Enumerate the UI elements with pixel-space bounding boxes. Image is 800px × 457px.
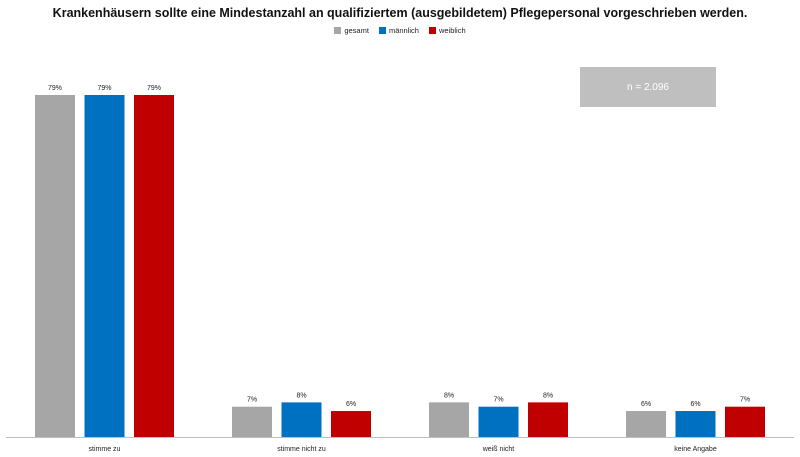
value-label-gesamt-stimme-nicht-zu: 7% [247, 397, 257, 404]
bar-weiblich-keine-angabe [725, 406, 765, 437]
bar-maennlich-stimme-nicht-zu [281, 402, 322, 437]
category-label-stimme-zu: stimme zu [89, 446, 121, 453]
bar-weiblich-stimme-zu [134, 95, 174, 437]
bar-maennlich-keine-angabe [675, 411, 716, 437]
value-label-maennlich-stimme-zu: 79% [97, 85, 111, 92]
value-label-weiblich-stimme-nicht-zu: 6% [346, 401, 356, 408]
legend: gesamt männlich weiblich [0, 26, 800, 35]
legend-label-maennlich: männlich [388, 26, 419, 35]
legend-item-maennlich: männlich [378, 26, 419, 35]
legend-label-gesamt: gesamt [344, 26, 369, 35]
chart-title: Krankenhäusern sollte eine Mindestanzahl… [52, 6, 748, 20]
category-label-stimme-nicht-zu: stimme nicht zu [277, 446, 326, 453]
bars-group [35, 95, 765, 437]
bar-maennlich-stimme-zu [84, 95, 125, 437]
sample-size-label: n = 2.096 [627, 81, 669, 93]
value-label-gesamt-weiss-nicht: 8% [444, 392, 454, 399]
legend-swatch-maennlich [378, 27, 386, 34]
legend-item-gesamt: gesamt [334, 26, 369, 35]
bar-weiblich-weiss-nicht [528, 402, 568, 437]
legend-label-weiblich: weiblich [438, 26, 466, 35]
category-label-keine-angabe: keine Angabe [674, 446, 717, 453]
category-label-weiss-nicht: weiß nicht [482, 446, 515, 453]
value-labels-group: 79% 79% 79% 7% 8% 6% 8% 7% 8% 6% 6% 7% [48, 85, 750, 408]
value-label-gesamt-stimme-zu: 79% [48, 85, 62, 92]
value-label-gesamt-keine-angabe: 6% [641, 401, 651, 408]
value-label-maennlich-weiss-nicht: 7% [493, 397, 503, 404]
value-label-maennlich-stimme-nicht-zu: 8% [296, 392, 306, 399]
bar-gesamt-stimme-nicht-zu [232, 406, 272, 437]
bar-weiblich-stimme-nicht-zu [331, 411, 371, 437]
bar-gesamt-weiss-nicht [429, 402, 469, 437]
value-label-weiblich-keine-angabe: 7% [740, 397, 750, 404]
value-label-weiblich-stimme-zu: 79% [147, 85, 161, 92]
legend-swatch-gesamt [334, 27, 342, 34]
bar-gesamt-stimme-zu [35, 95, 75, 437]
value-label-weiblich-weiss-nicht: 8% [543, 392, 553, 399]
legend-item-weiblich: weiblich [428, 26, 466, 35]
category-labels-group: stimme zu stimme nicht zu weiß nicht keine … [89, 446, 717, 453]
bar-maennlich-weiss-nicht [478, 406, 519, 437]
bar-gesamt-keine-angabe [626, 411, 666, 437]
legend-swatch-weiblich [428, 27, 436, 34]
sample-size-box: n = 2.096 [580, 67, 716, 107]
value-label-maennlich-keine-angabe: 6% [690, 401, 700, 408]
